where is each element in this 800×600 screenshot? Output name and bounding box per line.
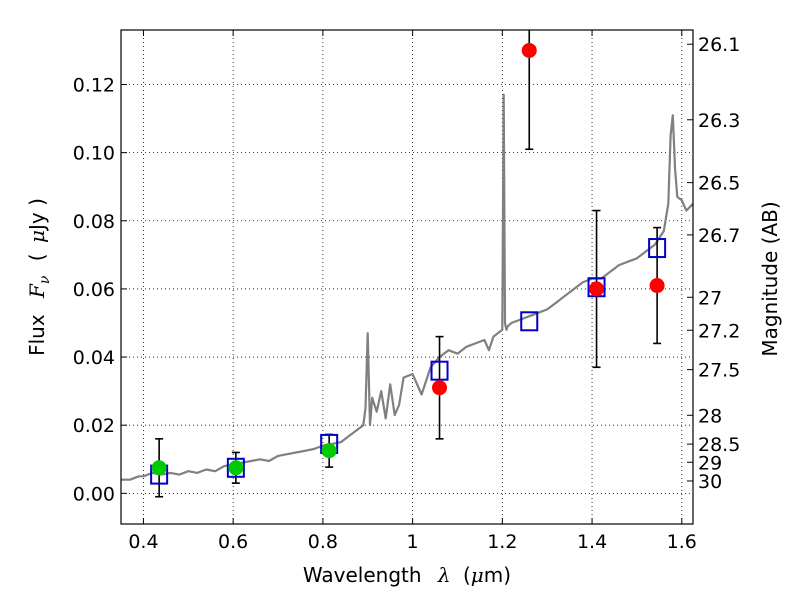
y-axis-label-unit-open: ( — [25, 253, 49, 261]
observed-point — [521, 42, 537, 58]
observed-point — [228, 460, 244, 476]
observed-point — [589, 281, 605, 297]
y-axis-label-symbol: F — [25, 283, 49, 299]
y-tick-label: 0.08 — [73, 211, 115, 233]
y-axis-label-subscript: ν — [37, 275, 53, 284]
observed-point — [649, 278, 665, 294]
magnitude-axis-label: Magnitude (AB) — [758, 201, 782, 356]
x-tick-label: 1 — [407, 531, 419, 553]
magnitude-tick-label: 27.5 — [698, 360, 740, 382]
model-photometry-square — [520, 311, 539, 332]
y-tick-label: 0.04 — [73, 347, 115, 369]
magnitude-tick-label: 27.2 — [698, 320, 740, 342]
x-axis-label-prefix: Wavelength — [303, 563, 422, 587]
observed-point — [432, 380, 448, 396]
y-tick-label: 0.00 — [73, 483, 115, 505]
y-axis-label: Flux Fν ( μJy ) — [25, 198, 54, 356]
observed-point — [151, 460, 167, 476]
x-axis-label-unit-rest: m) — [484, 563, 511, 587]
ticks: 0.4 0.6 0.8 1 1.2 1.4 1.6 0.00 0.02 0.04 0.06 0.08 0… — [73, 30, 740, 553]
y-tick-label: 0.10 — [73, 143, 115, 165]
model-photometry-square — [226, 457, 245, 478]
magnitude-tick-label: 26.1 — [698, 34, 740, 56]
plot-frame — [120, 29, 694, 525]
x-axis-label: Wavelength λ (μm) — [303, 563, 511, 587]
x-axis-label-symbol: λ — [437, 563, 451, 587]
y-tick-label: 0.02 — [73, 415, 115, 437]
y-tick-label: 0.06 — [73, 279, 115, 301]
model-photometry-square — [430, 360, 449, 381]
magnitude-tick-label: 28.5 — [698, 434, 740, 456]
y-axis-label-prefix: Flux — [25, 314, 49, 356]
plot-background — [121, 30, 693, 524]
x-tick-label: 1.2 — [487, 531, 517, 553]
x-axis-label-unit-mu: μ — [471, 563, 484, 587]
y-axis-label-unit-rest: Jy ) — [25, 198, 49, 232]
x-tick-label: 1.4 — [577, 531, 607, 553]
x-tick-label: 1.6 — [667, 531, 697, 553]
magnitude-tick-label: 26.3 — [698, 110, 740, 132]
x-tick-label: 0.6 — [218, 531, 248, 553]
magnitude-tick-label: 26.7 — [698, 225, 740, 247]
y-axis-label-unit-mu: μ — [25, 230, 49, 243]
magnitude-tick-label: 30 — [698, 471, 722, 493]
x-axis-label-unit-open: ( — [463, 563, 471, 587]
y-tick-label: 0.12 — [73, 75, 115, 97]
model-photometry-square — [648, 238, 667, 259]
magnitude-tick-label: 29 — [698, 452, 722, 474]
magnitude-tick-label: 27 — [698, 287, 722, 309]
data-markers — [150, 42, 667, 485]
magnitude-tick-label: 26.5 — [698, 173, 740, 195]
x-tick-label: 0.4 — [128, 531, 158, 553]
magnitude-tick-label: 28 — [698, 405, 722, 427]
observed-point — [321, 443, 337, 459]
x-tick-label: 0.8 — [308, 531, 338, 553]
